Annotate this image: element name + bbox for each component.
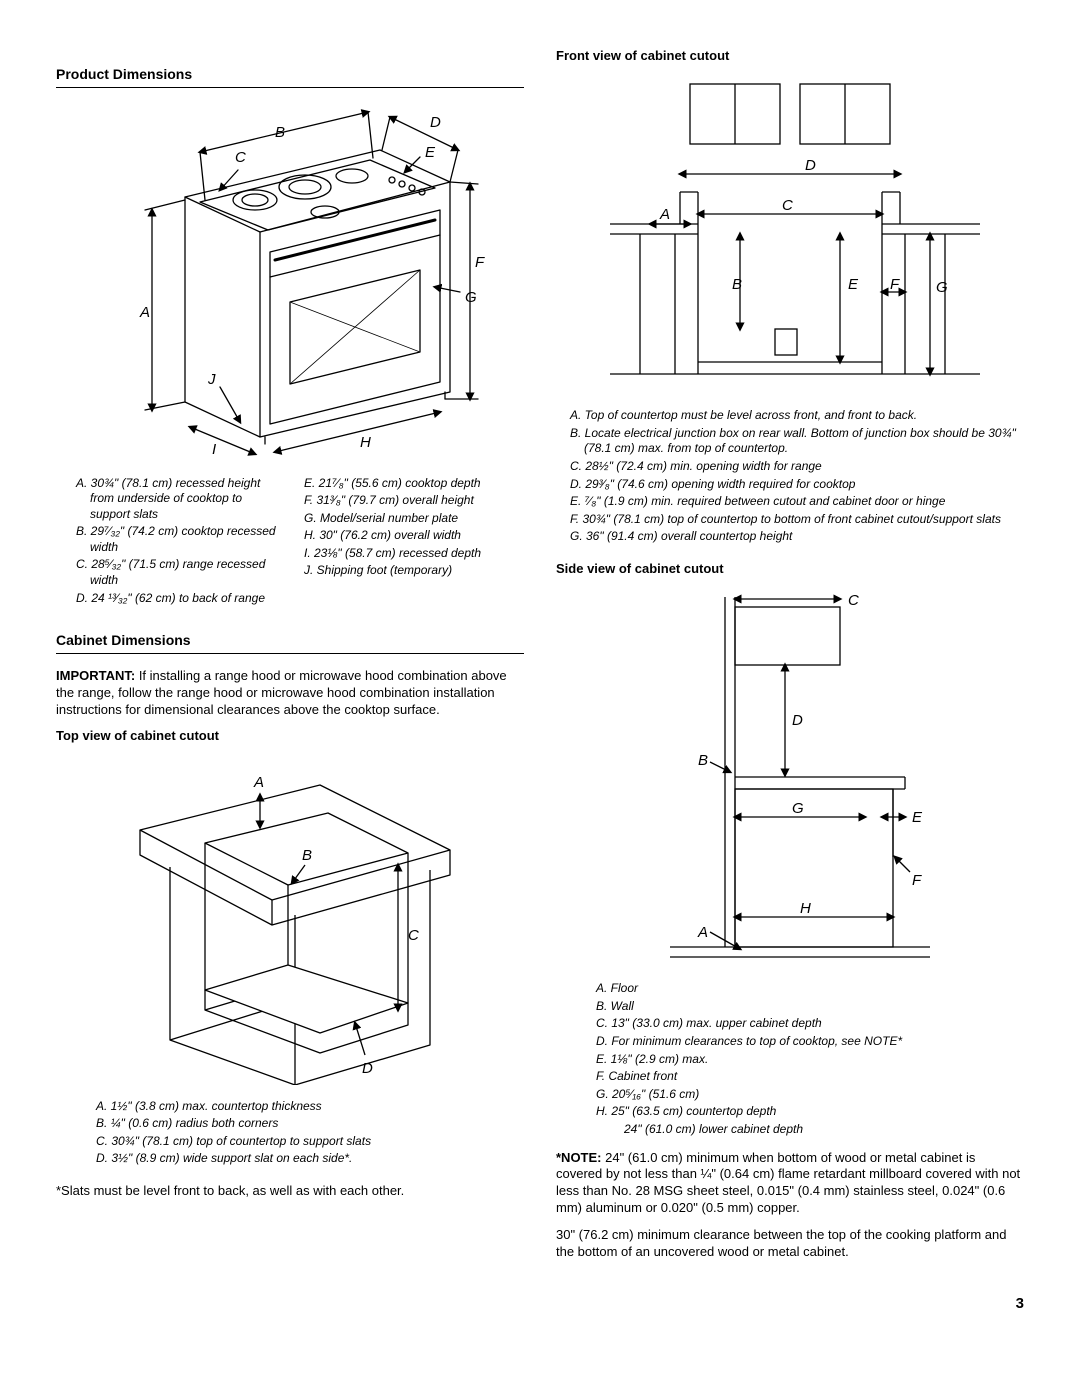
page-number: 3: [56, 1295, 1024, 1314]
svg-text:D: D: [430, 114, 441, 131]
note-paragraph: *NOTE: 24" (61.0 cm) minimum when bottom…: [556, 1150, 1024, 1218]
svg-text:F: F: [890, 276, 900, 293]
right-column: Front view of cabinet cutout: [556, 48, 1024, 1271]
svg-text:E: E: [848, 276, 859, 293]
svg-text:A: A: [659, 206, 670, 223]
top-view-legend: A. 1½" (3.8 cm) max. countertop thicknes…: [56, 1099, 524, 1173]
svg-text:A: A: [253, 774, 264, 791]
svg-text:D: D: [362, 1060, 373, 1077]
front-view-title: Front view of cabinet cutout: [556, 48, 1024, 64]
important-note: IMPORTANT: If installing a range hood or…: [56, 668, 524, 719]
slats-footnote: *Slats must be level front to back, as w…: [56, 1183, 524, 1199]
side-view-figure: A B C D E F G H: [630, 587, 950, 967]
svg-text:C: C: [235, 149, 246, 166]
svg-text:B: B: [302, 847, 312, 864]
top-view-title: Top view of cabinet cutout: [56, 728, 524, 744]
svg-text:C: C: [782, 197, 793, 214]
svg-text:F: F: [475, 254, 485, 271]
svg-text:E: E: [425, 144, 436, 161]
side-view-legend: A. Floor B. Wall C. 13" (33.0 cm) max. u…: [556, 981, 1024, 1143]
front-view-legend: A. Top of countertop must be level acros…: [556, 408, 1024, 551]
svg-text:G: G: [936, 279, 948, 296]
product-dimensions-figure: A B C D E F G H I J: [90, 102, 490, 462]
svg-text:D: D: [792, 712, 803, 729]
svg-text:C: C: [848, 592, 859, 609]
svg-text:B: B: [275, 124, 285, 141]
svg-text:F: F: [912, 872, 922, 889]
cabinet-dimensions-title: Cabinet Dimensions: [56, 632, 524, 654]
svg-text:B: B: [698, 752, 708, 769]
svg-text:H: H: [800, 900, 811, 917]
svg-text:B: B: [732, 276, 742, 293]
svg-text:A: A: [697, 924, 708, 941]
front-view-figure: A B C D E F G: [580, 74, 1000, 394]
svg-text:C: C: [408, 927, 419, 944]
left-column: Product Dimensions: [56, 48, 524, 1271]
svg-text:D: D: [805, 157, 816, 174]
side-view-title: Side view of cabinet cutout: [556, 561, 1024, 577]
product-dimensions-legend: A. 30¾" (78.1 cm) recessed height from u…: [56, 476, 524, 615]
svg-text:G: G: [465, 289, 477, 306]
svg-text:G: G: [792, 800, 804, 817]
svg-text:H: H: [360, 434, 371, 451]
svg-text:A: A: [139, 304, 150, 321]
product-dimensions-title: Product Dimensions: [56, 66, 524, 88]
top-view-figure: A B C D: [110, 755, 470, 1085]
svg-text:E: E: [912, 809, 923, 826]
svg-text:I: I: [212, 441, 216, 458]
svg-text:J: J: [207, 371, 216, 388]
clearance-paragraph: 30" (76.2 cm) minimum clearance between …: [556, 1227, 1024, 1261]
